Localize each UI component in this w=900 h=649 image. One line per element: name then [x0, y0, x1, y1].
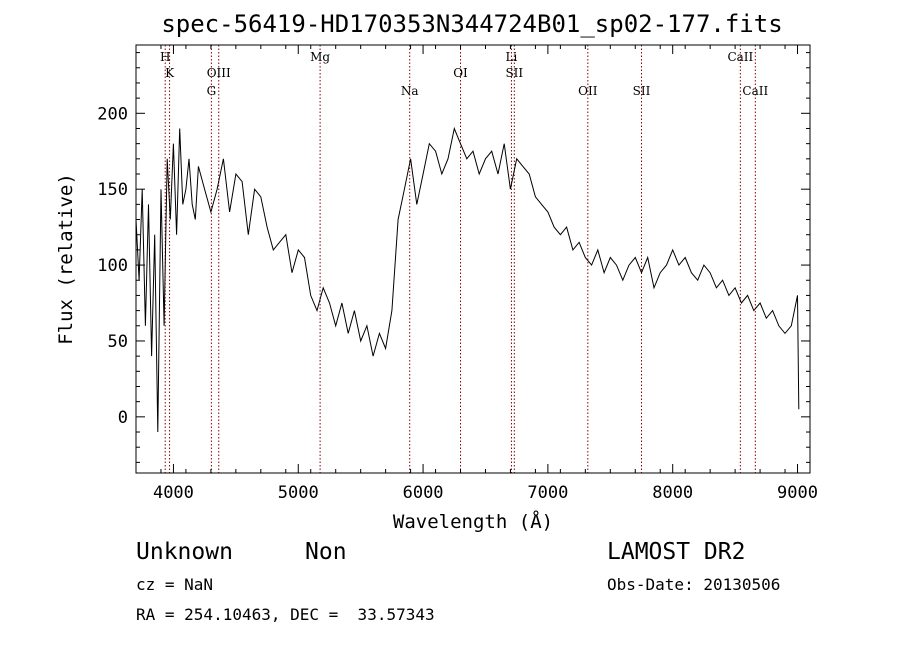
spectral-line-label: CaII: [742, 84, 768, 98]
y-tick-label: 200: [97, 104, 128, 124]
y-tick-label: 150: [97, 180, 128, 200]
subclass-label: Non: [305, 539, 347, 565]
y-tick-label: 0: [118, 408, 128, 428]
spectral-line-label: G: [207, 84, 217, 98]
class-label: Unknown: [136, 539, 233, 565]
spectral-line-label: H: [160, 50, 170, 64]
spectral-line-label: K: [165, 66, 175, 80]
x-tick-label: 7000: [527, 483, 568, 503]
x-axis-ticks: 4000 5000 6000 7000 8000 9000: [135, 45, 818, 503]
spectral-line-label: CaII: [727, 50, 753, 64]
x-tick-label: 6000: [403, 483, 444, 503]
spectral-line-label: SII: [633, 84, 651, 98]
coords-label: RA = 254.10463, DEC = 33.57343: [136, 605, 435, 624]
obs-date-label: Obs-Date: 20130506: [607, 575, 780, 594]
survey-label: LAMOST DR2: [607, 539, 745, 565]
y-tick-label: 100: [97, 256, 128, 276]
y-axis-ticks: 0 50 100 150 200: [97, 52, 810, 463]
x-axis-label: Wavelength (Å): [393, 510, 553, 533]
spectral-line-label: OI: [453, 66, 468, 80]
x-tick-label: 4000: [153, 483, 194, 503]
spectral-line-label: Li: [506, 50, 518, 64]
cz-label: cz = NaN: [136, 575, 213, 594]
y-axis-label: Flux (relative): [55, 173, 77, 345]
y-tick-label: 50: [108, 332, 128, 352]
spectral-line-label: OII: [578, 84, 598, 98]
chart-title: spec-56419-HD170353N344724B01_sp02-177.f…: [161, 10, 782, 38]
plot-frame: [135, 44, 811, 474]
x-tick-label: 9000: [777, 483, 818, 503]
spectral-line-label: SII: [505, 66, 523, 80]
spectral-line-label: OIII: [207, 66, 231, 80]
spectral-line-markers: [164, 45, 756, 473]
spectral-line-labels: HK OIII G Mg Na OI Li SII OII SII CaII CaII: [160, 50, 769, 98]
x-tick-label: 5000: [278, 483, 319, 503]
spectral-line-label: Na: [401, 84, 419, 98]
spectrum-series-line: [135, 126, 800, 433]
x-tick-label: 8000: [652, 483, 693, 503]
spectral-line-label: Mg: [310, 50, 330, 64]
